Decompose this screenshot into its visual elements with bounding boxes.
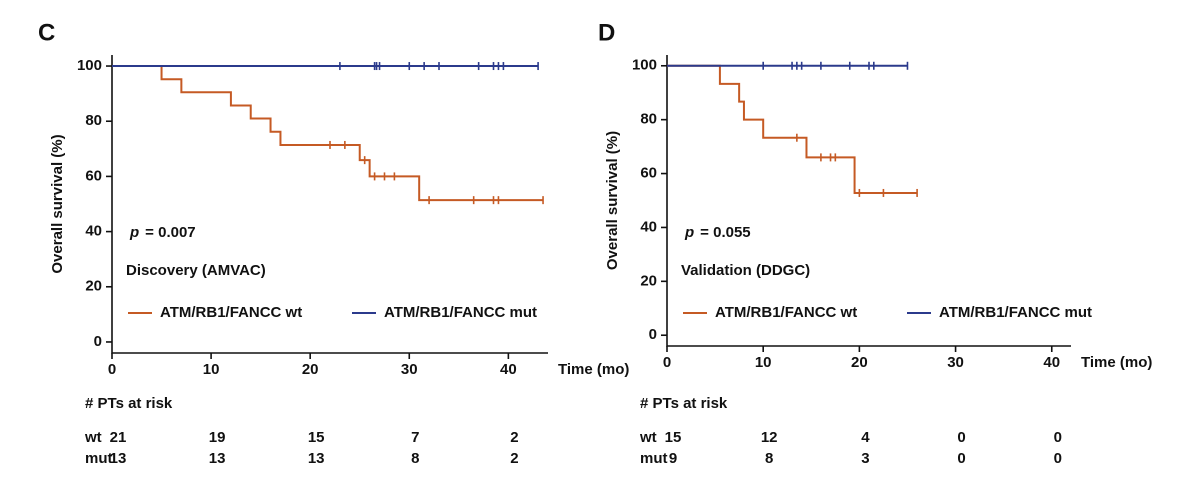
risk-count: 2	[510, 450, 518, 467]
x-tick-label: 0	[108, 361, 116, 378]
y-tick-label: 60	[85, 167, 102, 184]
risk-count: 8	[411, 450, 419, 467]
p-symbol: p	[129, 224, 139, 241]
y-axis-label: Overall survival (%)	[49, 134, 66, 273]
y-tick-label: 20	[85, 278, 102, 295]
axis-line	[666, 55, 1071, 347]
risk-count: 13	[110, 450, 127, 467]
legend-label: ATM/RB1/FANCC wt	[715, 304, 857, 321]
y-tick-label: 0	[94, 333, 102, 350]
x-tick-label: 30	[947, 354, 964, 371]
risk-count: 3	[861, 450, 869, 467]
risk-row-name: wt	[639, 429, 657, 446]
x-tick-label: 10	[203, 361, 220, 378]
risk-count: 19	[209, 429, 226, 446]
risk-row-name: wt	[84, 429, 102, 446]
cohort-label: Discovery (AMVAC)	[126, 262, 266, 279]
risk-count: 2	[510, 429, 518, 446]
x-axis-label: Time (mo)	[1081, 354, 1152, 371]
p-symbol: p	[684, 224, 694, 241]
risk-count: 15	[665, 429, 682, 446]
y-tick-label: 20	[640, 272, 657, 289]
risk-count: 4	[861, 429, 870, 446]
risk-table-title: # PTs at risk	[85, 395, 173, 412]
y-axis-label: Overall survival (%)	[604, 131, 621, 270]
risk-count: 12	[761, 429, 778, 446]
x-tick-label: 20	[851, 354, 868, 371]
p-value: p = 0.055	[684, 224, 751, 241]
x-tick-label: 0	[663, 354, 671, 371]
y-tick-label: 100	[632, 57, 657, 74]
y-tick-label: 100	[77, 57, 102, 74]
risk-count: 13	[308, 450, 325, 467]
x-tick-label: 40	[500, 361, 517, 378]
legend-label: ATM/RB1/FANCC mut	[939, 304, 1092, 321]
risk-count: 15	[308, 429, 325, 446]
p-text: = 0.007	[145, 224, 195, 241]
risk-count: 0	[957, 450, 965, 467]
y-tick-label: 40	[640, 218, 657, 235]
y-tick-label: 40	[85, 223, 102, 240]
y-tick-label: 80	[85, 112, 102, 129]
y-tick-label: 0	[649, 326, 657, 343]
risk-count: 0	[1054, 450, 1062, 467]
risk-count: 7	[411, 429, 419, 446]
p-value: p = 0.007	[129, 224, 196, 241]
cohort-label: Validation (DDGC)	[681, 262, 810, 279]
panel-label: C	[38, 19, 55, 46]
y-tick-label: 80	[640, 111, 657, 128]
legend-label: ATM/RB1/FANCC mut	[384, 304, 537, 321]
risk-count: 0	[1054, 429, 1062, 446]
risk-row-name: mut	[640, 450, 668, 467]
x-tick-label: 40	[1043, 354, 1060, 371]
risk-count: 8	[765, 450, 773, 467]
x-tick-label: 30	[401, 361, 418, 378]
x-tick-label: 10	[755, 354, 772, 371]
survival-curve	[112, 65, 544, 202]
risk-count: 13	[209, 450, 226, 467]
x-axis-label: Time (mo)	[558, 361, 629, 378]
legend-label: ATM/RB1/FANCC wt	[160, 304, 302, 321]
p-text: = 0.055	[700, 224, 750, 241]
survival-curve	[667, 64, 918, 194]
y-tick-label: 60	[640, 165, 657, 182]
risk-table-title: # PTs at risk	[640, 395, 728, 412]
panel-label: D	[598, 19, 615, 46]
risk-count: 21	[110, 429, 127, 446]
x-tick-label: 20	[302, 361, 319, 378]
risk-count: 0	[957, 429, 965, 446]
risk-count: 9	[669, 450, 677, 467]
risk-row-name: mut	[85, 450, 113, 467]
